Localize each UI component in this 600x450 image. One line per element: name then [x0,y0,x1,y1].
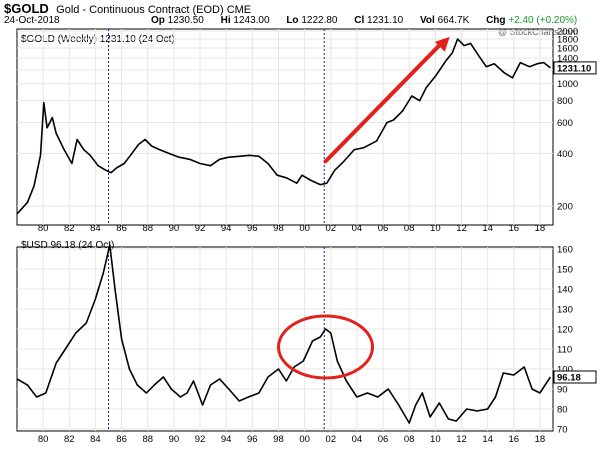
high-label: Hi [220,15,231,26]
gold-y-tick-label: 2000 [557,27,578,38]
gold-price-line [16,38,551,215]
usd-y-tick-label: 120 [557,325,573,336]
gold-y-tick-label: 200 [557,202,573,213]
usd-x-tick-label: 98 [273,434,284,445]
usd-x-tick-label: 00 [299,434,310,445]
gold-x-tick-label: 16 [508,223,519,234]
gold-x-tick-label: 92 [195,223,206,234]
volume-value: 664.7K [437,15,470,26]
usd-y-tick-label: 110 [557,345,572,356]
open-label: Op [151,15,165,26]
usd-x-tick-label: 96 [247,434,258,445]
low-label: Lo [286,15,299,26]
gold-x-tick-label: 10 [430,223,441,234]
gold-x-tick-label: 90 [169,223,180,234]
gold-y-tick-label: 800 [557,96,573,107]
usd-x-tick-label: 94 [221,434,232,445]
close-value: 1231.10 [367,15,404,26]
symbol-description: Gold - Continuous Contract (EOD) CME [56,4,252,16]
usd-last-value-label: 96.18 [557,373,581,384]
usd-y-tick-label: 130 [557,305,573,316]
usd-y-tick-label: 140 [557,285,573,296]
low-value: 1222.80 [301,15,338,26]
gold-last-value-box [553,61,597,75]
usd-y-tick-label: 90 [557,385,568,396]
gold-x-tick-label: 80 [38,223,49,234]
usd-x-tick-label: 16 [508,434,519,445]
gold-last-value-label: 1231.10 [557,63,591,74]
gold-x-tick-label: 18 [535,223,546,234]
change-value: +2.40 (+0.20%) [508,15,578,26]
usd-x-tick-label: 02 [325,434,336,445]
usd-x-tick-label: 08 [404,434,415,445]
usd-x-tick-label: 92 [195,434,206,445]
usd-x-tick-label: 04 [352,434,363,445]
gold-panel-frame [16,28,554,226]
gold-trend-arrowhead [434,36,450,52]
gold-trend-arrow [323,38,446,164]
gold-x-tick-label: 96 [247,223,258,234]
usd-x-tick-label: 86 [116,434,127,445]
gold-x-tick-label: 84 [90,223,101,234]
gold-x-tick-label: 06 [378,223,389,234]
usd-y-tick-label: 80 [557,405,568,416]
change-label: Chg [486,15,506,26]
gold-x-tick-label: 04 [352,223,363,234]
usd-y-tick-label: 150 [557,265,573,276]
quote-date: 24-Oct-2018 [4,15,60,26]
usd-panel-frame [16,246,554,432]
usd-x-tick-label: 06 [378,434,389,445]
usd-x-tick-label: 12 [456,434,467,445]
gold-x-tick-label: 14 [482,223,493,234]
gold-x-tick-label: 88 [142,223,153,234]
gold-x-tick-label: 98 [273,223,284,234]
close-label: Cl [354,15,365,26]
usd-x-tick-label: 18 [535,434,546,445]
gold-y-tick-label: 1600 [557,43,578,54]
usd-y-tick-label: 100 [557,365,573,376]
gold-x-tick-label: 94 [221,223,232,234]
gold-x-tick-label: 86 [116,223,127,234]
gold-y-tick-label: 600 [557,118,573,129]
usd-x-tick-label: 82 [64,434,75,445]
usd-x-tick-label: 90 [169,434,180,445]
gold-y-tick-label: 1800 [557,35,578,46]
usd-x-tick-label: 14 [482,434,493,445]
open-value: 1230.50 [167,15,204,26]
usd-y-tick-label: 70 [557,425,568,436]
quote-values: Op 1230.50 Hi 1243.00 Lo 1222.80 Cl 1231… [151,15,591,26]
symbol-label: $GOLD [4,1,49,16]
gold-x-tick-label: 02 [325,223,336,234]
usd-x-tick-label: 10 [430,434,441,445]
gold-y-tick-label: 1400 [557,54,578,65]
gold-y-tick-label: 400 [557,149,573,160]
usd-last-value-box [553,370,597,384]
watermark: @ StockCharts.com [498,27,578,37]
gold-y-tick-label: 1000 [557,79,578,90]
gold-x-tick-label: 82 [64,223,75,234]
usd-price-line [16,244,552,424]
high-value: 1243.00 [233,15,270,26]
volume-label: Vol [419,15,435,26]
usd-x-tick-label: 88 [142,434,153,445]
usd-x-tick-label: 80 [38,434,49,445]
chart-header-title: $GOLD Gold - Continuous Contract (EOD) C… [4,1,251,16]
gold-x-tick-label: 12 [456,223,467,234]
usd-y-tick-label: 160 [557,245,573,256]
gold-x-tick-label: 00 [299,223,310,234]
usd-x-tick-label: 84 [90,434,101,445]
usd-panel-title: $USD 96.18 (24 Oct) [21,240,114,251]
usd-peak-circle [277,314,375,380]
gold-x-tick-label: 08 [404,223,415,234]
